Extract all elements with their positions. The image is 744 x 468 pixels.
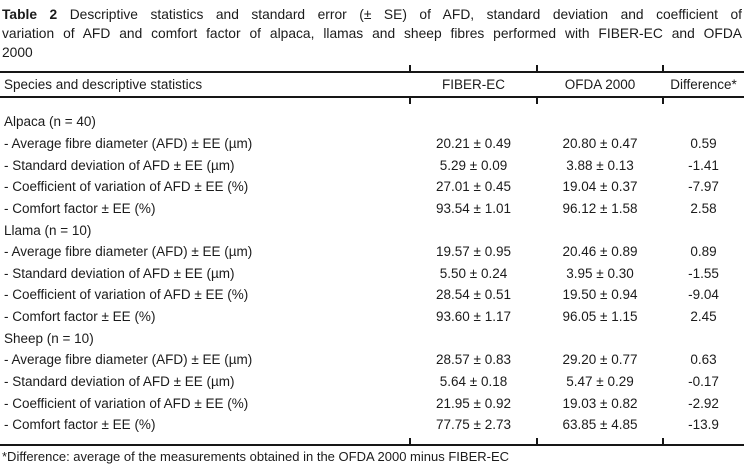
column-tick — [409, 65, 411, 73]
column-tick — [536, 65, 538, 73]
row-label: - Comfort factor ± EE (%) — [4, 309, 156, 325]
column-tick — [662, 65, 664, 73]
difference-value: -0.17 — [688, 374, 719, 389]
ofda-value: 3.88 ± 0.13 — [566, 157, 634, 173]
row-llama-afd: - Average fibre diameter (AFD) ± EE (µm)… — [0, 241, 744, 263]
row-label: - Average fibre diameter (AFD) ± EE (µm) — [4, 135, 253, 151]
difference-value: 2.45 — [690, 309, 717, 325]
ofda-value: 3.95 ± 0.30 — [566, 265, 634, 281]
species-row-llama: Llama (n = 10) — [0, 219, 744, 241]
ofda-value: 19.03 ± 0.82 — [562, 395, 638, 411]
table-caption: Table 2 Descriptive statistics and stand… — [2, 5, 742, 62]
caption-text-1: Descriptive statistics and standard erro… — [69, 7, 742, 22]
species-label: Alpaca (n = 40) — [4, 114, 96, 130]
row-llama-cv: - Coefficient of variation of AFD ± EE (… — [0, 284, 744, 306]
row-label: - Average fibre diameter (AFD) ± EE (µm) — [4, 244, 253, 260]
ofda-value: 96.05 ± 1.15 — [562, 309, 638, 325]
ofda-value: 96.12 ± 1.58 — [562, 200, 638, 216]
ofda-value: 5.47 ± 0.29 — [566, 374, 634, 389]
ofda-value: 20.46 ± 0.89 — [562, 244, 638, 260]
fiber-ec-value: 5.29 ± 0.09 — [439, 157, 508, 173]
row-alpaca-cv: - Coefficient of variation of AFD ± EE (… — [0, 176, 744, 198]
fiber-ec-value: 93.54 ± 1.01 — [436, 200, 511, 216]
difference-value: 0.89 — [690, 244, 717, 260]
species-row-sheep: Sheep (n = 10) — [0, 327, 744, 349]
row-alpaca-afd: - Average fibre diameter (AFD) ± EE (µm)… — [0, 133, 744, 155]
row-llama-sd: - Standard deviation of AFD ± EE (µm) 5.… — [0, 262, 744, 284]
ofda-value: 20.80 ± 0.47 — [562, 135, 638, 151]
table-footnote: *Difference: average of the measurements… — [2, 449, 510, 464]
table-top-rule — [0, 65, 744, 73]
ofda-value: 19.04 ± 0.37 — [562, 179, 638, 195]
row-label: - Coefficient of variation of AFD ± EE (… — [4, 179, 249, 195]
row-label: - Standard deviation of AFD ± EE (µm) — [4, 265, 235, 281]
row-sheep-afd: - Average fibre diameter (AFD) ± EE (µm)… — [0, 349, 744, 371]
header-ofda-2000: OFDA 2000 — [564, 77, 636, 92]
fiber-ec-value: 5.64 ± 0.18 — [439, 374, 508, 389]
fiber-ec-value: 5.50 ± 0.24 — [439, 265, 508, 281]
column-tick — [536, 96, 538, 104]
fiber-ec-value: 21.95 ± 0.92 — [436, 395, 511, 411]
row-sheep-sd: - Standard deviation of AFD ± EE (µm) 5.… — [0, 371, 744, 393]
difference-value: -1.55 — [688, 265, 719, 281]
caption-line-3: 2000 — [2, 45, 33, 60]
species-row-alpaca: Alpaca (n = 40) — [0, 111, 744, 133]
column-tick — [409, 96, 411, 104]
row-label: - Coefficient of variation of AFD ± EE (… — [4, 395, 249, 411]
fiber-ec-value: 28.57 ± 0.83 — [436, 352, 511, 368]
fiber-ec-value: 20.21 ± 0.49 — [436, 135, 511, 151]
table-header-rule — [0, 96, 744, 104]
row-label: - Standard deviation of AFD ± EE (µm) — [4, 157, 235, 173]
ofda-value: 29.20 ± 0.77 — [562, 352, 638, 368]
row-label: - Standard deviation of AFD ± EE (µm) — [4, 374, 235, 389]
difference-value: -13.9 — [688, 417, 719, 433]
species-label: Sheep (n = 10) — [4, 330, 94, 346]
column-tick — [409, 438, 411, 446]
caption-line-1: Table 2 Descriptive statistics and stand… — [2, 5, 742, 24]
row-label: - Average fibre diameter (AFD) ± EE (µm) — [4, 352, 253, 368]
caption-line-2: variation of AFD and comfort factor of a… — [2, 26, 742, 41]
difference-value: -7.97 — [688, 179, 719, 195]
ofda-value: 19.50 ± 0.94 — [562, 287, 638, 303]
fiber-ec-value: 93.60 ± 1.17 — [436, 309, 511, 325]
difference-value: -9.04 — [688, 287, 719, 303]
row-llama-comfort: - Comfort factor ± EE (%) 93.60 ± 1.17 9… — [0, 306, 744, 328]
table-header-row: Species and descriptive statistics FIBER… — [0, 73, 744, 96]
row-sheep-cv: - Coefficient of variation of AFD ± EE (… — [0, 392, 744, 414]
difference-value: -1.41 — [688, 157, 719, 173]
table-body: Alpaca (n = 40) - Average fibre diameter… — [0, 111, 744, 436]
difference-value: 0.59 — [690, 135, 717, 151]
header-difference: Difference* — [670, 77, 737, 92]
row-label: - Coefficient of variation of AFD ± EE (… — [4, 287, 249, 303]
column-tick — [536, 438, 538, 446]
difference-value: 2.58 — [690, 200, 717, 216]
ofda-value: 63.85 ± 4.85 — [562, 417, 638, 433]
fiber-ec-value: 77.75 ± 2.73 — [436, 417, 511, 433]
fiber-ec-value: 28.54 ± 0.51 — [436, 287, 511, 303]
row-alpaca-sd: - Standard deviation of AFD ± EE (µm) 5.… — [0, 154, 744, 176]
table-bottom-rule — [0, 438, 744, 446]
caption-table-number: Table 2 — [2, 7, 58, 22]
header-fiber-ec: FIBER-EC — [441, 77, 505, 92]
column-tick — [662, 96, 664, 104]
column-tick — [662, 438, 664, 446]
fiber-ec-value: 27.01 ± 0.45 — [436, 179, 511, 195]
row-sheep-comfort: - Comfort factor ± EE (%) 77.75 ± 2.73 6… — [0, 414, 744, 436]
difference-value: 0.63 — [690, 352, 717, 368]
fiber-ec-value: 19.57 ± 0.95 — [436, 244, 511, 260]
difference-value: -2.92 — [688, 395, 719, 411]
species-label: Llama (n = 10) — [4, 222, 92, 238]
row-label: - Comfort factor ± EE (%) — [4, 417, 156, 433]
row-label: - Comfort factor ± EE (%) — [4, 200, 156, 216]
row-alpaca-comfort: - Comfort factor ± EE (%) 93.54 ± 1.01 9… — [0, 198, 744, 220]
header-species: Species and descriptive statistics — [4, 77, 203, 92]
